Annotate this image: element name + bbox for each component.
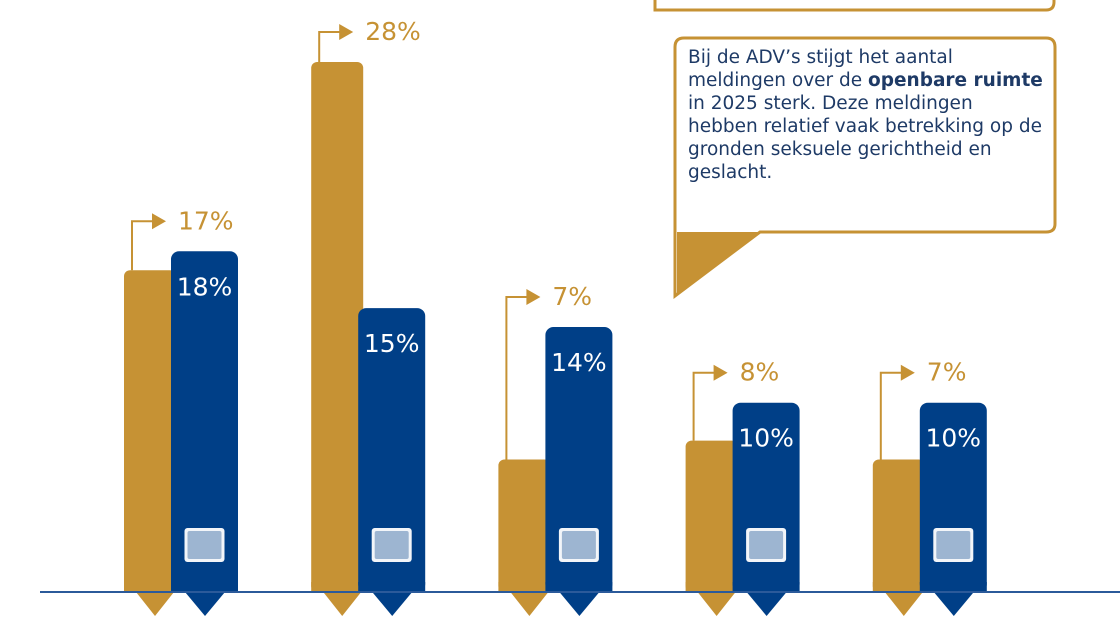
top-box: [653, 0, 1056, 12]
bar: [545, 327, 613, 592]
arrow-line: [692, 371, 716, 441]
bold-text: openbare ruimte: [868, 70, 1043, 91]
arrow-head: [339, 24, 354, 40]
pointer: [136, 592, 174, 616]
value-label: 18%: [177, 272, 233, 301]
pointer: [697, 592, 736, 616]
bar-foot: [919, 582, 987, 592]
bar-foot: [545, 582, 613, 592]
pointer: [323, 592, 362, 616]
bar-foot: [498, 582, 551, 592]
value-label: 8%: [740, 358, 780, 387]
pointer: [372, 592, 413, 616]
bar: [498, 459, 551, 592]
bar: [358, 308, 426, 592]
bar: [685, 440, 738, 592]
arrow-head: [713, 364, 728, 381]
bar: [311, 62, 364, 592]
pointer: [884, 592, 923, 616]
arrow-head: [900, 364, 915, 381]
icon: [558, 528, 599, 562]
bar-foot: [311, 582, 364, 592]
arrow-line: [505, 296, 529, 460]
value-label: 7%: [552, 282, 592, 311]
arrow-head: [526, 289, 541, 305]
icon-inner: [374, 531, 409, 559]
icon: [371, 528, 412, 562]
bar-foot: [358, 582, 426, 592]
icon: [184, 528, 225, 562]
arrow-line: [318, 31, 342, 62]
icon-inner: [749, 531, 784, 559]
bar-foot: [872, 582, 925, 592]
callout-text: Bij de ADV’s stijgt het aantal meldingen…: [688, 46, 1048, 184]
callout-tail: [677, 232, 760, 294]
value-label: 14%: [551, 348, 607, 377]
value-label: 10%: [926, 424, 982, 453]
bar-foot: [732, 582, 800, 592]
bar-foot: [685, 582, 738, 592]
arrow-line: [879, 371, 903, 460]
bar-foot: [171, 582, 238, 592]
pointer: [933, 592, 974, 616]
arrow-line: [131, 220, 154, 271]
value-label: 10%: [738, 424, 794, 453]
arrow-head: [152, 213, 166, 230]
bar-foot: [124, 582, 176, 592]
pointer: [559, 592, 600, 616]
icon-inner: [187, 531, 222, 559]
text: Bij de ADV’s stijgt het aantal meldingen…: [688, 47, 953, 91]
callout-box: [673, 36, 1057, 300]
value-label: 15%: [364, 329, 420, 358]
bar: [124, 270, 176, 592]
pointer: [746, 592, 787, 616]
value-label: 7%: [927, 358, 967, 387]
icon-inner: [936, 531, 971, 559]
pointer: [185, 592, 225, 616]
value-label: 28%: [365, 17, 421, 46]
icon-inner: [561, 531, 596, 559]
bar: [872, 459, 925, 592]
value-label: 17%: [178, 206, 234, 235]
icon: [746, 528, 787, 562]
bar: [171, 251, 238, 593]
text: in 2025 sterk. Deze meldingen hebben rel…: [688, 93, 1042, 183]
pointer: [510, 592, 549, 616]
icon: [933, 528, 974, 562]
